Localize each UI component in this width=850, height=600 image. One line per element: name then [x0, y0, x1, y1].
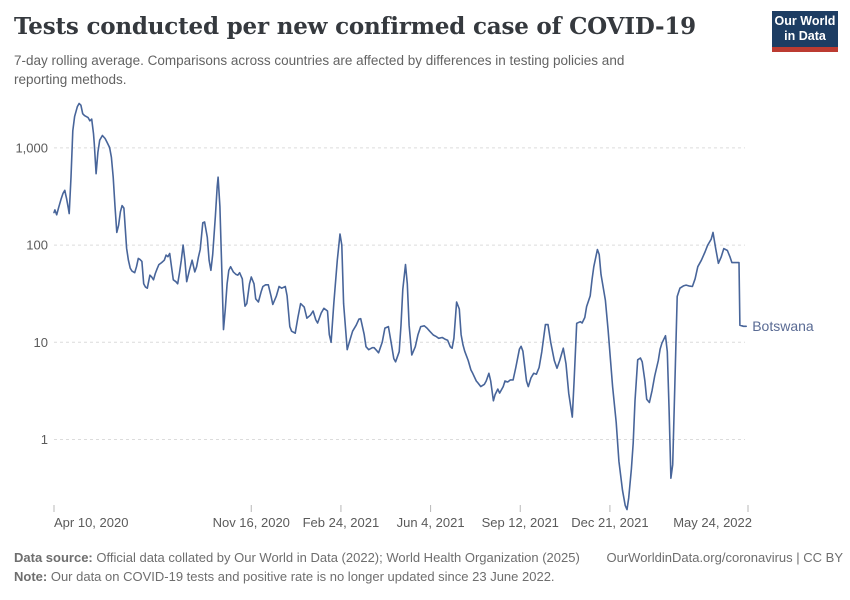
note-label: Note:	[14, 569, 48, 584]
x-axis-tick-label: May 24, 2022	[673, 515, 752, 530]
page-title: Tests conducted per new confirmed case o…	[14, 13, 696, 40]
owid-logo-line2: in Data	[784, 29, 826, 43]
x-axis-tick-label: Nov 16, 2020	[213, 515, 290, 530]
owid-logo: Our World in Data	[772, 11, 838, 52]
chart-subtitle: 7-day rolling average. Comparisons acros…	[14, 51, 624, 89]
note-value: Our data on COVID-19 tests and positive …	[47, 569, 555, 584]
chart-canvas: 1 10 100 1,000 Apr 10, 2020 Nov 16, 2020 Feb 2…	[15, 102, 814, 530]
x-axis-tick-label: Feb 24, 2021	[303, 515, 380, 530]
series-line-botswana	[53, 102, 747, 511]
owid-logo-line1: Our World	[774, 14, 836, 28]
y-axis-tick-label: 1,000	[15, 140, 48, 155]
y-axis-tick-label: 1	[41, 432, 48, 447]
y-axis-tick-label: 100	[26, 238, 48, 253]
data-source-text: Data source: Official data collated by O…	[14, 548, 580, 567]
y-axis-tick-label: 10	[34, 335, 48, 350]
x-axis-tick-label: Apr 10, 2020	[54, 515, 128, 530]
chart-footer: Data source: Official data collated by O…	[14, 548, 843, 586]
series-end-label: Botswana	[752, 318, 814, 334]
data-source-value: Official data collated by Our World in D…	[92, 550, 580, 565]
data-source-label: Data source:	[14, 550, 93, 565]
footer-note-row: Note: Our data on COVID-19 tests and pos…	[14, 567, 843, 586]
x-axis-tick-label: Jun 4, 2021	[397, 515, 465, 530]
attribution-text: OurWorldinData.org/coronavirus | CC BY	[606, 550, 843, 565]
x-axis-tick-label: Sep 12, 2021	[482, 515, 559, 530]
footer-source-row: Data source: Official data collated by O…	[14, 548, 843, 567]
subtitle-line-2: reporting methods.	[14, 72, 127, 87]
x-axis-tick-label: Dec 21, 2021	[571, 515, 648, 530]
subtitle-line-1: 7-day rolling average. Comparisons acros…	[14, 53, 625, 68]
